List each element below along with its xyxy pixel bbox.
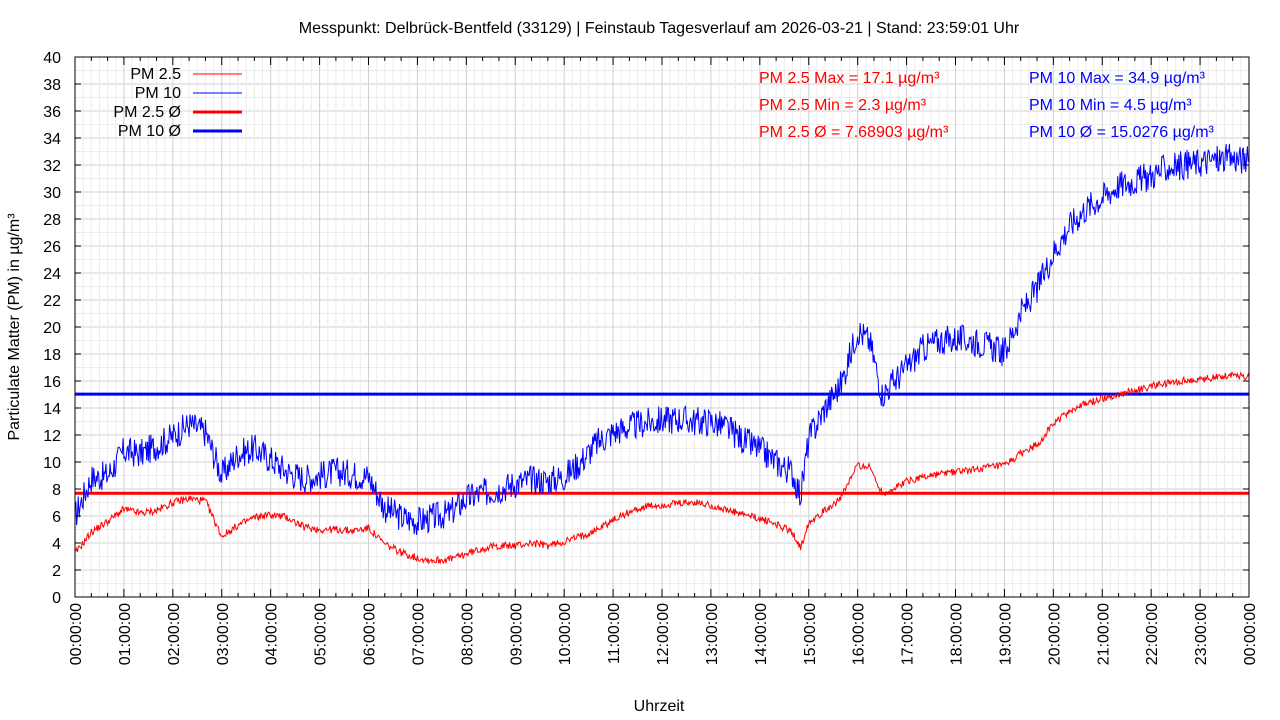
y-tick-label: 18 bbox=[43, 347, 61, 364]
x-tick-label: 06:00:00 bbox=[362, 603, 379, 665]
axis-ticks bbox=[74, 56, 1250, 598]
x-tick-label: 14:00:00 bbox=[753, 603, 770, 665]
x-tick-label: 01:00:00 bbox=[117, 603, 134, 665]
legend: PM 2.5 PM 10 PM 2.5 Ø PM 10 Ø bbox=[113, 66, 242, 140]
y-tick-label: 6 bbox=[52, 509, 61, 526]
x-tick-label: 04:00:00 bbox=[264, 603, 281, 665]
x-tick-label: 02:00:00 bbox=[166, 603, 183, 665]
x-axis-label: Uhrzeit bbox=[634, 698, 685, 715]
y-tick-label: 32 bbox=[43, 158, 61, 175]
series-group bbox=[74, 143, 1250, 565]
x-tick-label: 10:00:00 bbox=[557, 603, 574, 665]
x-tick-label: 08:00:00 bbox=[459, 603, 476, 665]
legend-label-pm25-avg: PM 2.5 Ø bbox=[113, 104, 181, 121]
y-tick-label: 0 bbox=[52, 590, 61, 607]
y-tick-label: 2 bbox=[52, 563, 61, 580]
y-tick-label: 4 bbox=[52, 536, 61, 553]
legend-label-pm25: PM 2.5 bbox=[130, 66, 181, 83]
pm10-max-annotation: PM 10 Max = 34.9 µg/m³ bbox=[1029, 70, 1206, 87]
x-tick-label: 23:00:00 bbox=[1193, 603, 1210, 665]
x-tick-label: 07:00:00 bbox=[410, 603, 427, 665]
x-tick-label: 13:00:00 bbox=[704, 603, 721, 665]
x-tick-label: 00:00:00 bbox=[1242, 603, 1259, 665]
y-tick-label: 28 bbox=[43, 212, 61, 229]
y-tick-label: 8 bbox=[52, 482, 61, 499]
y-tick-label: 24 bbox=[43, 266, 61, 283]
stats-annotations: PM 2.5 Max = 17.1 µg/m³ PM 2.5 Min = 2.3… bbox=[759, 70, 1215, 141]
y-tick-label: 16 bbox=[43, 374, 61, 391]
x-tick-label: 19:00:00 bbox=[997, 603, 1014, 665]
y-tick-label: 38 bbox=[43, 77, 61, 94]
pm25-min-annotation: PM 2.5 Min = 2.3 µg/m³ bbox=[759, 97, 927, 114]
x-tick-label: 12:00:00 bbox=[655, 603, 672, 665]
x-tick-label: 11:00:00 bbox=[606, 603, 623, 664]
y-tick-label: 22 bbox=[43, 293, 61, 310]
tick-labels: 024681012141618202224262830323436384000:… bbox=[43, 50, 1259, 665]
x-tick-label: 17:00:00 bbox=[900, 603, 917, 665]
x-tick-label: 05:00:00 bbox=[313, 603, 330, 665]
x-tick-label: 21:00:00 bbox=[1095, 603, 1112, 665]
y-tick-label: 30 bbox=[43, 185, 61, 202]
x-tick-label: 15:00:00 bbox=[802, 603, 819, 665]
y-axis-label: Particulate Matter (PM) in µg/m³ bbox=[6, 213, 23, 441]
y-tick-label: 10 bbox=[43, 455, 61, 472]
x-tick-label: 16:00:00 bbox=[851, 603, 868, 665]
series-line-pm10 bbox=[74, 143, 1250, 535]
y-tick-label: 20 bbox=[43, 320, 61, 337]
pm25-max-annotation: PM 2.5 Max = 17.1 µg/m³ bbox=[759, 70, 940, 87]
x-tick-label: 20:00:00 bbox=[1046, 603, 1063, 665]
chart-title: Messpunkt: Delbrück-Bentfeld (33129) | F… bbox=[299, 20, 1020, 37]
pm25-avg-annotation: PM 2.5 Ø = 7.68903 µg/m³ bbox=[759, 124, 949, 141]
y-tick-label: 34 bbox=[43, 131, 61, 148]
series-line-pm25 bbox=[74, 371, 1250, 565]
legend-label-pm10: PM 10 bbox=[135, 85, 181, 102]
x-tick-label: 09:00:00 bbox=[508, 603, 525, 665]
x-tick-label: 03:00:00 bbox=[215, 603, 232, 665]
legend-label-pm10-avg: PM 10 Ø bbox=[118, 123, 181, 140]
x-tick-label: 22:00:00 bbox=[1144, 603, 1161, 665]
pm10-min-annotation: PM 10 Min = 4.5 µg/m³ bbox=[1029, 97, 1192, 114]
pm10-avg-annotation: PM 10 Ø = 15.0276 µg/m³ bbox=[1029, 124, 1215, 141]
y-tick-label: 40 bbox=[43, 50, 61, 67]
x-tick-label: 18:00:00 bbox=[949, 603, 966, 665]
x-tick-label: 00:00:00 bbox=[68, 603, 85, 665]
y-tick-label: 12 bbox=[43, 428, 61, 445]
y-tick-label: 36 bbox=[43, 104, 61, 121]
y-tick-label: 14 bbox=[43, 401, 61, 418]
y-tick-label: 26 bbox=[43, 239, 61, 256]
